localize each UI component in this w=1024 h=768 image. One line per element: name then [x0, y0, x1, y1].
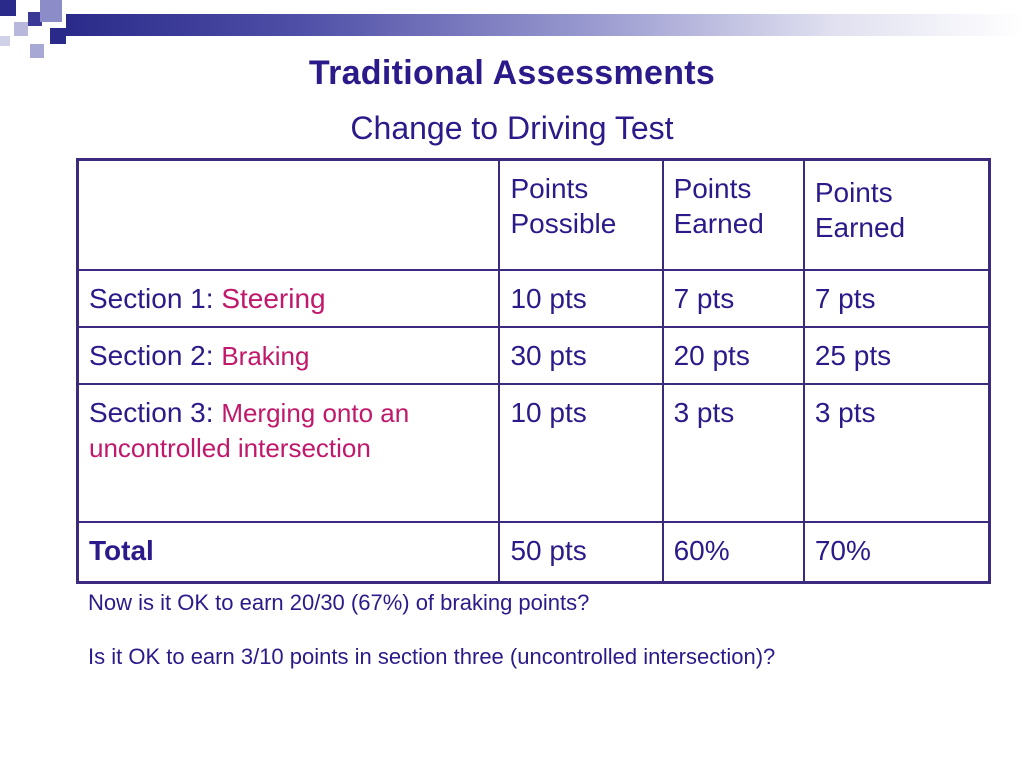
points-earned-b-cell: 7 pts	[802, 269, 991, 328]
table-row: Section 1: Steering 10 pts 7 pts 7 pts	[76, 269, 991, 328]
header-points-earned-a-line2: Earned	[673, 208, 764, 239]
section-topic: Merging onto an uncontrolled intersectio…	[89, 398, 410, 463]
points-possible-cell: 30 pts	[498, 326, 664, 385]
header-cell-empty	[76, 158, 501, 271]
section-topic: Braking	[221, 341, 310, 371]
decor-square	[28, 12, 42, 26]
section-topic: Steering	[221, 283, 326, 314]
points-possible-cell: 10 pts	[498, 383, 664, 523]
header-points-earned-b-line1: Points	[814, 177, 893, 208]
points-possible-cell: 10 pts	[498, 269, 664, 328]
decor-square	[30, 44, 44, 58]
question-braking: Now is it OK to earn 20/30 (67%) of brak…	[88, 590, 590, 615]
table-row: Section 2: Braking 30 pts 20 pts 25 pts	[76, 326, 991, 385]
total-earned-b-cell: 70%	[802, 521, 991, 584]
points-earned-b-cell: 25 pts	[802, 326, 991, 385]
slide-subtitle: Change to Driving Test	[350, 110, 674, 146]
decor-square	[14, 22, 28, 36]
header-cell-points-possible: Points Possible	[498, 158, 664, 271]
header-points-earned-a-line1: Points	[673, 173, 752, 204]
decor-square	[40, 0, 62, 22]
decor-square	[0, 0, 16, 16]
header-points-possible-line1: Points	[510, 173, 589, 204]
points-earned-a-cell: 3 pts	[661, 383, 805, 523]
scores-table: Points Possible Points Earned Points Ear…	[76, 158, 991, 584]
total-possible-cell: 50 pts	[498, 521, 664, 584]
row-label-cell: Section 2: Braking	[76, 326, 501, 385]
header-points-possible-line2: Possible	[510, 208, 617, 239]
row-label-cell: Section 3: Merging onto an uncontrolled …	[76, 383, 501, 523]
question-intersection: Is it OK to earn 3/10 points in section …	[88, 644, 776, 669]
header-cell-points-earned-a: Points Earned	[661, 158, 805, 271]
section-label: Section 3:	[89, 397, 222, 428]
row-label-cell: Section 1: Steering	[76, 269, 501, 328]
slide-title: Traditional Assessments	[308, 54, 716, 92]
table-total-row: Total 50 pts 60% 70%	[76, 521, 991, 584]
decor-square	[0, 36, 10, 46]
decor-square	[50, 28, 66, 44]
header-points-earned-b-line2: Earned	[814, 212, 906, 243]
points-earned-a-cell: 7 pts	[661, 269, 805, 328]
points-earned-a-cell: 20 pts	[661, 326, 805, 385]
table-header-row: Points Possible Points Earned Points Ear…	[76, 158, 991, 271]
total-label-cell: Total	[76, 521, 501, 584]
header-cell-points-earned-b: Points Earned	[802, 158, 991, 271]
section-label: Section 1:	[89, 283, 222, 314]
table-row: Section 3: Merging onto an uncontrolled …	[76, 383, 991, 523]
section-label: Section 2:	[89, 340, 222, 371]
points-earned-b-cell: 3 pts	[802, 383, 991, 523]
total-earned-a-cell: 60%	[661, 521, 805, 584]
header-gradient-bar	[66, 14, 1024, 36]
